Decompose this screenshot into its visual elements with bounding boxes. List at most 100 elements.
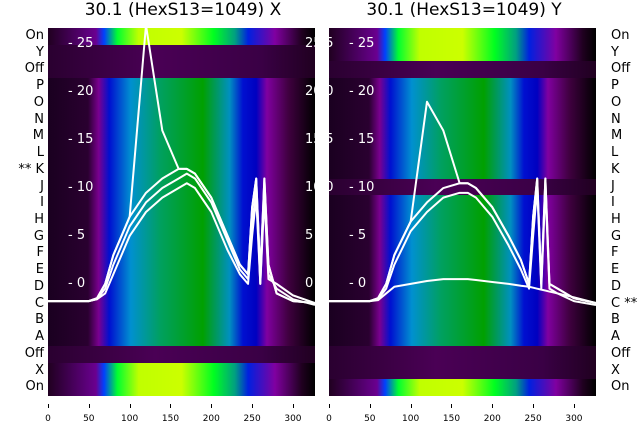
heatmap-row [48,195,315,213]
heatmap-row [48,329,315,347]
x-tick [329,404,330,408]
heatmap-row [329,228,596,246]
x-tick-label: 0 [45,414,51,424]
row-label: On [611,28,630,43]
series-line-spike [48,28,315,305]
heatmap-row [329,178,596,196]
x-tick-label: 300 [565,414,583,424]
row-label: I [40,195,44,211]
row-label: B [611,312,620,328]
row-label: O [33,94,44,110]
heatmap-row [329,145,596,163]
row-label: G [33,228,44,244]
heatmap-row [48,61,315,79]
row-label: On [25,28,44,43]
row-label: A [35,329,44,345]
y-tick-label: 0 [305,275,314,291]
heatmap-row [329,345,596,364]
row-label: Off [24,61,44,77]
row-label: On [25,379,44,395]
row-label: G [611,228,622,244]
heatmap-row [48,161,315,180]
row-label: B [35,312,44,328]
heatmap-row [329,295,596,313]
x-tick [170,404,172,408]
heatmap-row [48,379,315,396]
y-tick-label: - 5 [68,227,86,243]
title-x: 30.1 (HexS13=1049) X [84,0,282,20]
row-label: X [35,362,44,378]
heatmap-row [48,295,315,313]
y-tick-label: - 25 [68,36,94,52]
heatmap-row [329,44,596,62]
y-tick-label: - 15 [349,132,375,148]
row-label: K [611,161,620,177]
x-tick-label: 250 [524,414,542,424]
y-tick-label: 5 [305,227,314,243]
x-tick-label: 200 [483,414,501,424]
y-tick-label: - 25 [349,36,375,52]
y-tick-label: - 20 [349,84,375,100]
row-label: N [34,111,44,127]
plot-y: - 2525- 2020- 1515- 1010- 55- 00 [329,28,596,396]
y-tick-label: - 20 [68,84,94,100]
row-label: Off [611,345,631,361]
x-tick [533,404,535,408]
row-label: D [611,278,622,294]
y-tick-label: 25 [305,36,315,52]
row-label: Y [611,44,619,60]
heatmap-row [329,329,596,347]
x-tick [88,404,90,408]
title-y: 30.1 (HexS13=1049) Y [366,0,562,20]
x-tick-label: 150 [442,414,461,424]
y-tick-label: - 10 [68,180,94,196]
y-tick-label: - 0 [68,275,86,291]
x-tick-label: 300 [284,414,302,424]
row-label: ** K [18,161,44,177]
heatmap-row [329,379,596,396]
row-label: M [32,128,44,144]
y-tick-label: 15 [305,132,315,148]
row-label: N [611,111,621,127]
row-label: I [611,195,615,211]
y-tick-label: - 0 [349,275,367,291]
x-tick [410,404,412,408]
y-tick-label: 25 [329,36,334,52]
x-tick-label: 250 [243,414,261,424]
row-label: M [611,128,623,144]
heatmap-row [48,128,315,146]
x-tick [211,404,213,408]
heatmap-row [329,161,596,180]
heatmap-row [48,28,315,46]
x-tick [451,404,453,408]
row-label: A [611,329,620,345]
x-tick [492,404,494,408]
heatmap-row [48,312,315,330]
heatmap-row [329,212,596,230]
heatmap-row [48,362,315,380]
heatmap-row [329,362,596,380]
profile-overlay [48,28,315,306]
x-tick-label: 100 [402,414,420,424]
heatmap-row [329,94,596,113]
heatmap-row [329,111,596,129]
y-tick-label: 15 [329,132,334,148]
heatmap-row [48,228,315,246]
heatmap-row [48,145,315,163]
row-label: J [40,178,44,194]
row-label: E [611,262,620,278]
plot-x: - 25 25 - 20 20 - 15 15 - 10 10 - 5 5 - 0 0 [48,28,315,396]
row-label: X [611,362,620,378]
y-tick-label: 10 [329,180,334,196]
row-label: D [33,278,44,294]
x-tick-label: 50 [83,414,95,424]
heatmap-row [48,111,315,129]
row-label: C ** [611,295,638,311]
heatmap-row [329,128,596,146]
y-tick-label: 10 [305,180,315,196]
row-label: Y [36,44,44,60]
heatmap-row [48,44,315,62]
row-label: J [611,178,615,194]
x-tick-label: 200 [202,414,220,424]
x-tick [252,404,254,408]
